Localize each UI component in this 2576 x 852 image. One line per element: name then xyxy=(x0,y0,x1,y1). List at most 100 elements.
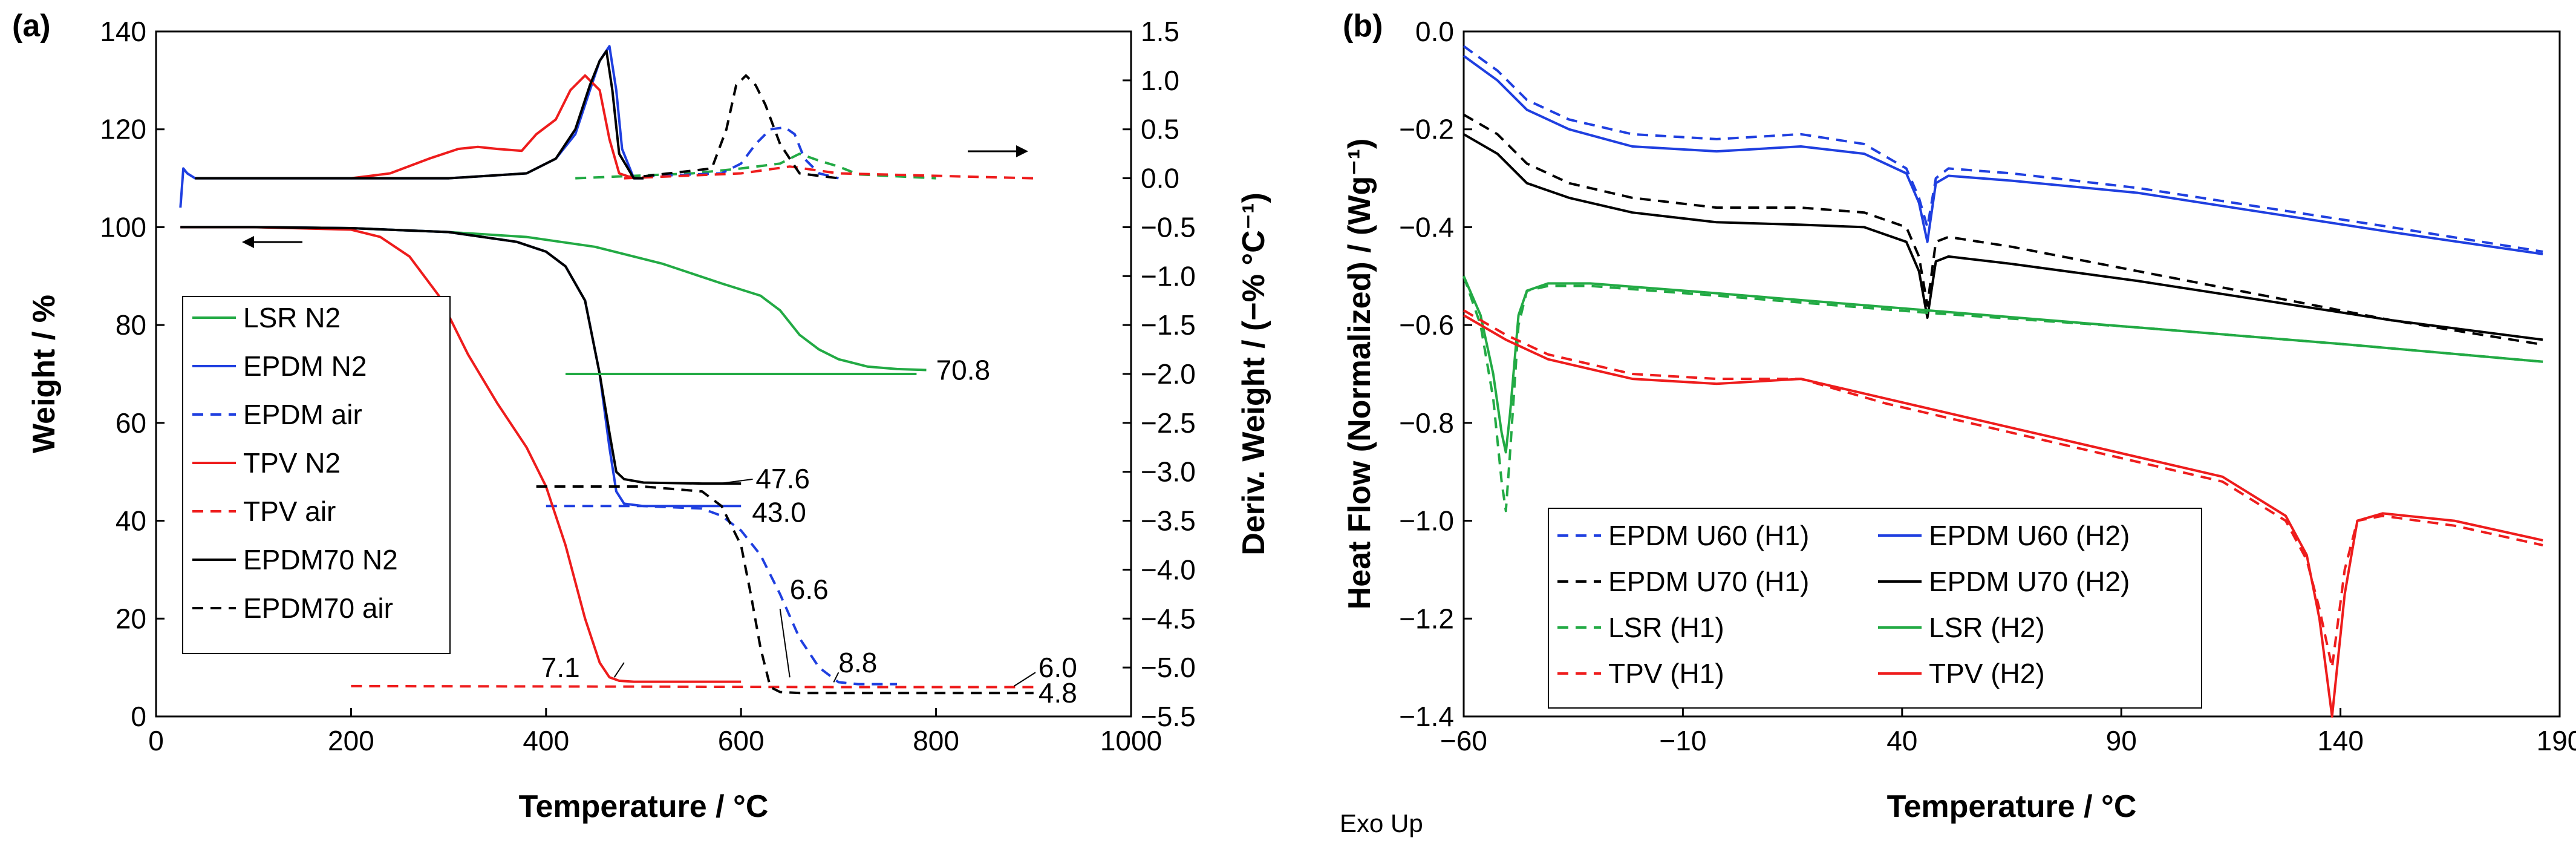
legend-entry: TPV N2 xyxy=(243,447,341,479)
legend-entry: EPDM U60 (H2) xyxy=(1929,520,2130,551)
panel-a-y2label: Deriv. Weight / (−% °C⁻¹) xyxy=(1236,192,1271,555)
series-line-epdm-air-deriv xyxy=(643,126,839,180)
panel-b-legend: EPDM U60 (H1) EPDM U60 (H2) EPDM U70 (H1) E… xyxy=(1548,508,2202,709)
x-tick-label: 1000 xyxy=(1100,725,1162,756)
y-tick-label: −1.4 xyxy=(1399,701,1454,732)
series-line-tpv-air-deriv xyxy=(624,165,1034,180)
y2-tick-label: −3.0 xyxy=(1141,456,1196,488)
x-tick-label: 90 xyxy=(2106,725,2137,756)
y-tick-label: 0 xyxy=(131,701,146,732)
y2-tick-label: −5.0 xyxy=(1141,652,1196,683)
series-line-epdm-u60-h2 xyxy=(1462,54,2543,255)
series-line-lsr-air-deriv xyxy=(575,152,936,180)
x-tick-label: 140 xyxy=(2317,725,2364,756)
series-line-lsr-h1 xyxy=(1462,275,2543,513)
residual-annotation: 8.8 xyxy=(838,647,877,678)
series-line-epdm-u60-h1 xyxy=(1462,45,2543,253)
legend-entry: TPV air xyxy=(243,496,336,527)
panel-a-xlabel: Temperature / °C xyxy=(519,789,769,824)
legend-entry: TPV (H1) xyxy=(1608,658,1724,689)
exo-up-note: Exo Up xyxy=(1340,809,1423,837)
x-tick-label: 0 xyxy=(148,725,164,756)
residual-annotation: 4.8 xyxy=(1039,677,1077,709)
series-line-tpv-h2 xyxy=(1462,314,2543,718)
y2-tick-label: −2.5 xyxy=(1141,407,1196,439)
y2-tick-label: −4.5 xyxy=(1141,603,1196,634)
series-line-epdm-u70-h2 xyxy=(1462,133,2543,341)
legend-entry: EPDM U70 (H1) xyxy=(1608,566,1809,597)
panel-a-ylabel: Weight / % xyxy=(27,295,62,453)
residual-annotation: 6.0 xyxy=(1039,652,1077,683)
annotation-leader xyxy=(1014,672,1036,687)
y-tick-label: 100 xyxy=(100,211,146,243)
panel-a-legend: LSR N2 EPDM N2 EPDM air TPV N2 TPV air EPDM70… xyxy=(182,296,451,654)
residual-annotation: 7.1 xyxy=(541,652,580,683)
panel-b-xlabel: Temperature / °C xyxy=(1887,789,2137,824)
x-tick-label: 40 xyxy=(1886,725,1917,756)
y2-tick-label: −0.5 xyxy=(1141,211,1196,243)
x-tick-label: 190 xyxy=(2537,725,2576,756)
y2-tick-label: −2.0 xyxy=(1141,358,1196,390)
y-tick-label: 80 xyxy=(116,309,146,341)
legend-entry: EPDM U60 (H1) xyxy=(1608,520,1809,551)
y-tick-label: 140 xyxy=(100,16,146,47)
series-line-epdm70-n2-deriv xyxy=(195,50,644,180)
y-tick-label: −0.2 xyxy=(1399,114,1454,145)
panel-a-series xyxy=(179,45,1034,695)
annotation-leader xyxy=(833,672,840,683)
residual-annotation: 6.6 xyxy=(790,574,829,605)
y-tick-label: −0.8 xyxy=(1399,407,1454,439)
series-line-epdm-n2-deriv xyxy=(179,45,644,208)
legend-box xyxy=(1548,508,2202,709)
y-tick-label: −1.0 xyxy=(1399,505,1454,537)
panel-b: (b) −60 −10 40 90 140 1900.0−0.2−0.4−0.6−0.8−… xyxy=(1340,8,2576,837)
panel-a-ticks: 0 200 400 600 800 1000 0 20 40 60 80 100 120 140 −5.5 −… xyxy=(100,16,1196,756)
legend-entry: TPV (H2) xyxy=(1929,658,2045,689)
panel-b-ylabel: Heat Flow (Normalized) / (Wg⁻¹) xyxy=(1342,139,1377,610)
panel-a-label: (a) xyxy=(12,8,51,44)
y-tick-label: −0.6 xyxy=(1399,309,1454,341)
panel-b-label: (b) xyxy=(1343,8,1383,44)
x-tick-label: 600 xyxy=(718,725,765,756)
y-tick-label: 60 xyxy=(116,407,146,439)
series-line-epdm70-air xyxy=(536,485,1034,695)
panel-a-annotations: 70.8 47.643.0 6.6 8.8 7.1 6.04.8 xyxy=(242,145,1077,709)
legend-entry: EPDM air xyxy=(243,399,362,430)
legend-box xyxy=(182,296,451,654)
series-line-epdm70-n2 xyxy=(180,226,742,485)
legend-entry: EPDM N2 xyxy=(243,350,367,382)
y-tick-label: −0.4 xyxy=(1399,211,1454,243)
y2-tick-label: 1.0 xyxy=(1141,65,1179,96)
x-tick-label: 200 xyxy=(328,725,374,756)
legend-entry: LSR N2 xyxy=(243,302,341,333)
y2-tick-label: −4.0 xyxy=(1141,554,1196,585)
left-axis-arrow-head xyxy=(242,236,254,248)
y-tick-label: −1.2 xyxy=(1399,603,1454,634)
legend-entry: LSR (H1) xyxy=(1608,612,1724,643)
legend-entry: LSR (H2) xyxy=(1929,612,2045,643)
y-tick-label: 120 xyxy=(100,114,146,145)
annotation-leader xyxy=(719,478,753,485)
panel-b-plot-area xyxy=(1462,30,2561,718)
series-line-epdm-air xyxy=(546,505,898,686)
panel-b-ticks: −60 −10 40 90 140 190 0.0 −0.2 −0.4 −0.6 −0.8 −1.0 −… xyxy=(1399,16,2576,756)
legend-entry: EPDM U70 (H2) xyxy=(1929,566,2130,597)
y2-tick-label: −1.5 xyxy=(1141,309,1196,341)
series-line-tpv-n2 xyxy=(180,226,742,683)
y-tick-label: 40 xyxy=(116,505,146,537)
series-line-epdm-u70-h1 xyxy=(1462,113,2543,346)
y-tick-label: 20 xyxy=(116,603,146,634)
panel-b-series xyxy=(1462,45,2543,718)
residual-annotation: 47.6 xyxy=(755,463,810,494)
series-line-tpv-air xyxy=(351,684,1034,689)
series-line-tpv-n2-deriv xyxy=(351,74,634,180)
residual-annotation: 70.8 xyxy=(936,355,991,386)
legend-entry: EPDM70 N2 xyxy=(243,544,398,575)
series-line-epdm70-air-deriv xyxy=(643,74,839,180)
annotation-leader xyxy=(613,662,625,678)
panel-a: (a) 0 200 400 600 800 1000 0 20 40 60 80 100 120 140 −… xyxy=(12,8,1271,824)
y2-tick-label: 1.5 xyxy=(1141,16,1179,47)
y2-tick-label: −1.0 xyxy=(1141,260,1196,292)
x-tick-label: 400 xyxy=(523,725,569,756)
right-axis-arrow-head xyxy=(1016,145,1028,157)
